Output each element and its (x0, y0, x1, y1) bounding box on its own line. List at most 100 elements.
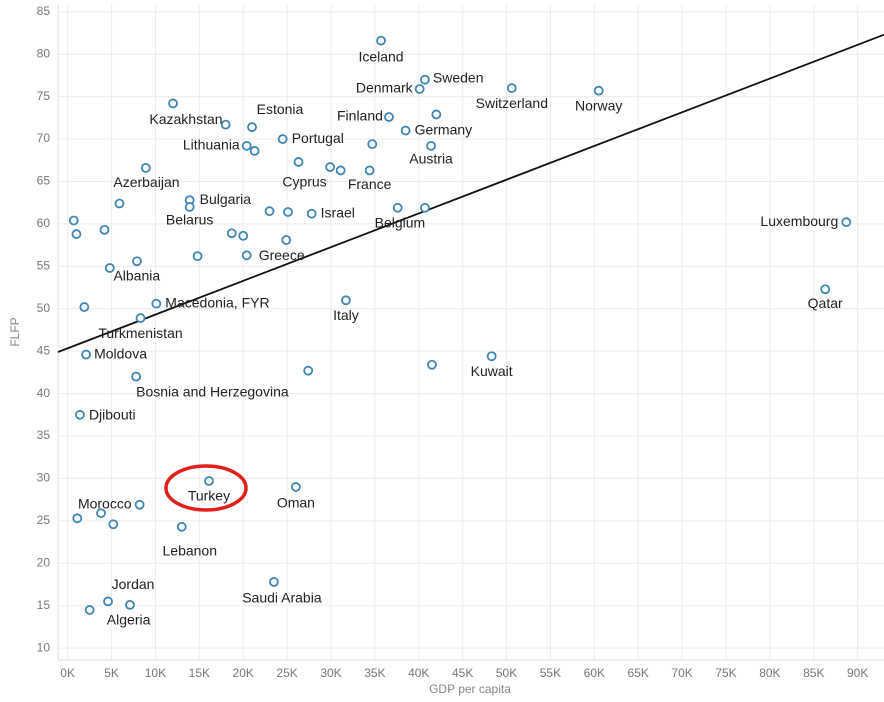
point (341, 295, 351, 306)
point-label: Saudi Arabia (242, 590, 322, 606)
point (226, 228, 237, 239)
y-tick-label: 85 (37, 4, 51, 18)
x-tick-label: 80K (759, 666, 780, 680)
x-tick-label: 70K (671, 666, 692, 680)
point (132, 256, 142, 267)
point (184, 202, 195, 212)
point (290, 482, 301, 492)
point (820, 284, 831, 295)
point (104, 263, 115, 273)
point-label: Qatar (808, 295, 843, 311)
point (168, 98, 178, 109)
point (392, 202, 403, 213)
point (293, 157, 304, 167)
y-tick-label: 10 (37, 640, 51, 654)
point-label: Macedonia, FYR (165, 294, 269, 310)
point (79, 302, 90, 312)
point-label: Jordan (112, 576, 155, 592)
point (71, 229, 82, 239)
x-tick-label: 15K (189, 666, 210, 680)
point-label: Lebanon (163, 542, 218, 558)
point (486, 351, 497, 362)
point (140, 163, 151, 173)
point (135, 313, 146, 323)
point (238, 230, 249, 241)
point (75, 409, 85, 420)
point (277, 134, 288, 144)
point (264, 206, 275, 217)
point (335, 165, 346, 176)
point-label: Estonia (257, 101, 304, 117)
point (241, 140, 252, 151)
point-label: Italy (333, 307, 359, 323)
point (81, 349, 91, 360)
x-tick-label: 0K (60, 666, 75, 680)
point (249, 146, 260, 156)
point-label: Bosnia and Herzegovina (136, 383, 289, 399)
x-tick-label: 5K (104, 666, 119, 680)
point (306, 208, 317, 219)
x-tick-label: 60K (584, 666, 605, 680)
point-label: France (348, 176, 392, 192)
y-tick-label: 25 (37, 513, 51, 527)
point-label: Djibouti (89, 407, 136, 423)
y-tick-label: 35 (37, 428, 51, 442)
point (241, 250, 252, 261)
x-tick-label: 75K (715, 666, 736, 680)
point-label: Cyprus (282, 174, 326, 190)
x-tick-label: 20K (233, 666, 254, 680)
point-label: Lithuania (183, 137, 240, 153)
point (281, 235, 292, 245)
point (84, 605, 95, 615)
point-label: Finland (337, 108, 383, 124)
y-tick-label: 20 (37, 555, 51, 569)
point-label: Israel (321, 204, 355, 220)
x-tick-label: 55K (540, 666, 561, 680)
point (414, 84, 425, 94)
highlight-ellipse (164, 464, 248, 512)
point (192, 251, 203, 262)
plot: Iceland Denmark Sweden Switzerland Norway Kaz… (57, 33, 884, 628)
point (96, 508, 106, 519)
x-tick-label: 45K (452, 666, 473, 680)
y-tick-label: 40 (37, 386, 51, 400)
point-label: Denmark (356, 80, 414, 96)
y-tick-label: 45 (37, 343, 51, 357)
point (426, 140, 436, 151)
x-axis-title: GDP per capita (429, 682, 511, 696)
y-tick-label: 30 (37, 471, 51, 485)
point-label: Belgium (375, 214, 426, 230)
point (841, 217, 852, 228)
point-label: Norway (575, 97, 622, 113)
point (427, 359, 437, 370)
point (103, 596, 113, 607)
point (108, 519, 119, 530)
x-tick-label: 25K (276, 666, 297, 680)
point-label: Albania (113, 268, 160, 284)
y-tick-label: 65 (37, 174, 51, 188)
x-tick-label: 65K (628, 666, 649, 680)
point-label: Oman (277, 495, 315, 511)
point-label: Kuwait (471, 363, 513, 379)
trend-line (57, 33, 884, 353)
plot-background (58, 5, 884, 660)
point (420, 202, 430, 213)
point (506, 83, 517, 94)
point (431, 109, 442, 120)
point (384, 112, 394, 122)
point (204, 476, 214, 486)
x-tick-label: 50K (496, 666, 517, 680)
point-label: Kazakhstan (149, 111, 222, 127)
y-tick-label: 15 (37, 598, 51, 612)
point-label: Azerbaijan (113, 174, 179, 190)
point-label: Switzerland (476, 95, 548, 111)
x-tick-label: 35K (364, 666, 385, 680)
x-tick-label: 90K (847, 666, 868, 680)
point (376, 35, 386, 46)
point (68, 215, 79, 226)
point (420, 74, 430, 85)
y-tick-label: 50 (37, 301, 51, 315)
point (269, 577, 279, 587)
point-label: Luxembourg (760, 213, 838, 229)
